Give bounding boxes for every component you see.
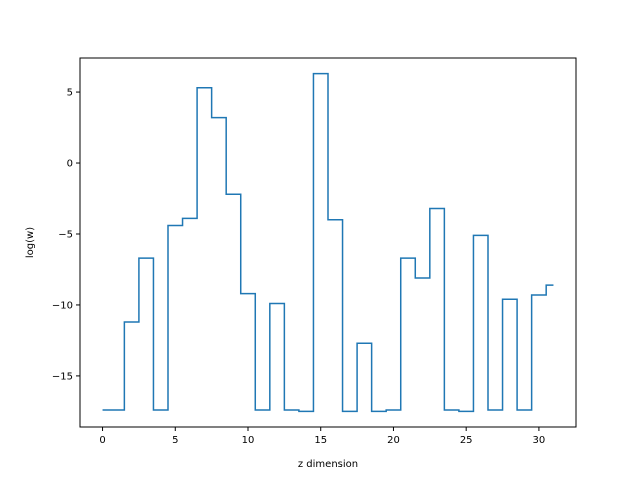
x-tick-label: 10 (242, 435, 255, 446)
series-line (102, 72, 554, 413)
axes-frame (79, 57, 577, 428)
x-tick-label: 20 (387, 435, 400, 446)
y-tick-label: 0 (67, 159, 73, 170)
y-tick-label: −5 (58, 229, 73, 240)
y-tick-label: 5 (67, 88, 73, 99)
x-tick-label: 15 (314, 435, 327, 446)
y-tick-label: −15 (52, 371, 73, 382)
y-axis-label: log(w) (25, 227, 36, 258)
x-tick-label: 30 (533, 435, 546, 446)
x-tick-label: 25 (460, 435, 473, 446)
y-axis-ticks: −15 −10 −5 0 5 (52, 88, 80, 382)
plot-area (102, 72, 554, 413)
x-axis-label: z dimension (298, 459, 358, 470)
y-tick-label: −10 (52, 300, 73, 311)
x-tick-label: 5 (172, 435, 178, 446)
x-axis-ticks: 0 5 10 15 20 25 30 (99, 427, 545, 446)
x-tick-label: 0 (99, 435, 105, 446)
